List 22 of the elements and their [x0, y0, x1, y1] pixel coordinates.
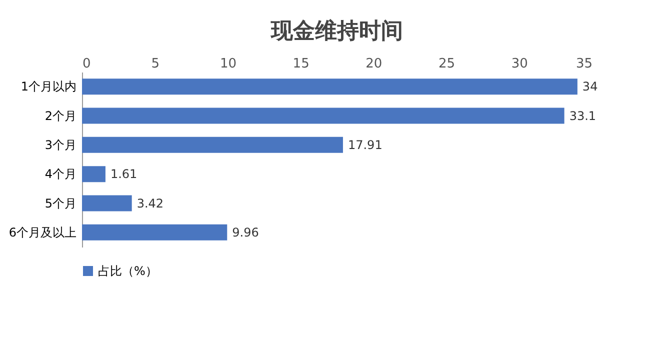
x-tick-label: 10	[220, 56, 236, 72]
y-tick-label: 5个月	[44, 196, 76, 210]
x-tick-label: 15	[292, 56, 310, 72]
y-tick-label: 3个月	[44, 138, 76, 152]
x-tick-label: 35	[576, 56, 592, 72]
x-tick-label: 0	[82, 56, 91, 72]
data-label: 33.1	[569, 108, 596, 123]
data-label: 3.42	[136, 196, 164, 210]
data-label: 17.91	[348, 138, 382, 152]
data-label: 9.96	[232, 225, 259, 240]
y-tick-label: 4个月	[44, 167, 76, 182]
x-tick-label: 25	[438, 56, 456, 72]
x-tick-label: 30	[511, 56, 528, 72]
y-tick-label: 2个月	[44, 108, 76, 123]
y-tick-label: 6个月及以上	[8, 225, 76, 240]
data-label: 1.61	[110, 167, 138, 182]
x-tick-label: 20	[366, 56, 382, 72]
legend-label: 占比（%）	[98, 264, 158, 278]
chart-title: 现金维持时间	[270, 18, 403, 44]
x-tick-label: 5	[151, 56, 160, 72]
y-tick-label: 1个月以内	[20, 80, 76, 94]
data-label: 34	[582, 80, 598, 94]
